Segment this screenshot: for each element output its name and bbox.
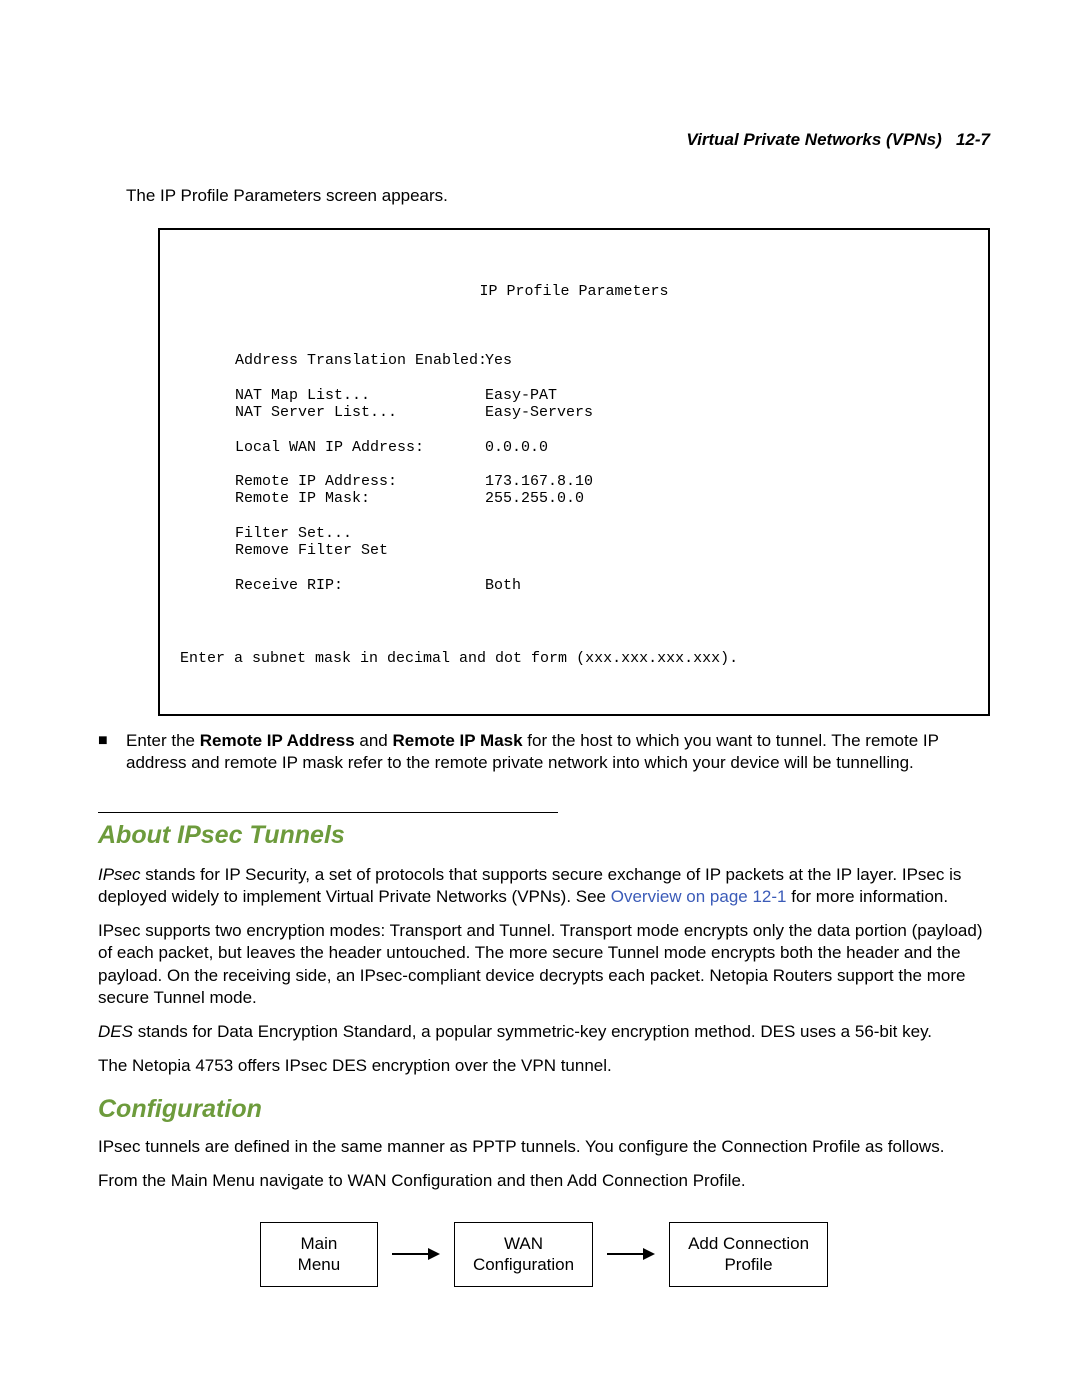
terminal-row: Address Translation Enabled:Yes: [180, 352, 968, 369]
terminal-row-value: Easy-PAT: [485, 387, 557, 404]
bullet-icon: ■: [98, 730, 126, 774]
about-p4: The Netopia 4753 offers IPsec DES encryp…: [98, 1055, 990, 1077]
terminal-row-value: Both: [485, 577, 521, 594]
flow-box1-l1: Main: [301, 1234, 338, 1253]
about-p2: IPsec supports two encryption modes: Tra…: [98, 920, 990, 1008]
terminal-blank-row: [180, 559, 968, 576]
terminal-row: NAT Server List...Easy-Servers: [180, 404, 968, 421]
config-p2: From the Main Menu navigate to WAN Confi…: [98, 1170, 990, 1192]
terminal-row-label: Address Translation Enabled:: [180, 352, 485, 369]
terminal-row-value: 255.255.0.0: [485, 490, 584, 507]
config-heading: Configuration: [98, 1095, 990, 1124]
ipsec-term: IPsec: [98, 865, 141, 884]
bullet-pre: Enter the: [126, 731, 200, 750]
bullet-bold2: Remote IP Mask: [392, 731, 522, 750]
arrow-icon: [392, 1248, 440, 1260]
bullet-mid1: and: [355, 731, 393, 750]
terminal-row: NAT Map List...Easy-PAT: [180, 387, 968, 404]
bullet-bold1: Remote IP Address: [200, 731, 355, 750]
terminal-screen: IP Profile Parameters Address Translatio…: [158, 228, 990, 716]
flow-box-wan-config: WAN Configuration: [454, 1222, 593, 1287]
terminal-row-label: NAT Map List...: [180, 387, 485, 404]
terminal-blank-row: [180, 456, 968, 473]
terminal-rows: Address Translation Enabled:Yes NAT Map …: [180, 352, 968, 594]
terminal-title: IP Profile Parameters: [180, 283, 968, 300]
terminal-row-label: Remote IP Mask:: [180, 490, 485, 507]
header-page-num: 12-7: [956, 130, 990, 149]
terminal-row-value: Yes: [485, 352, 512, 369]
flow-box3-l1: Add Connection: [688, 1234, 809, 1253]
header-title: Virtual Private Networks (VPNs): [686, 130, 941, 149]
flow-box1-l2: Menu: [298, 1255, 341, 1274]
about-p1: IPsec stands for IP Security, a set of p…: [98, 864, 990, 908]
terminal-row: Remove Filter Set: [180, 542, 968, 559]
terminal-blank-row: [180, 370, 968, 387]
terminal-blank-row: [180, 508, 968, 525]
terminal-row: Remote IP Mask:255.255.0.0: [180, 490, 968, 507]
config-p1: IPsec tunnels are defined in the same ma…: [98, 1136, 990, 1158]
page-header: Virtual Private Networks (VPNs) 12-7: [98, 130, 990, 150]
arrow-icon: [607, 1248, 655, 1260]
document-page: Virtual Private Networks (VPNs) 12-7 The…: [0, 0, 1080, 1397]
about-heading: About IPsec Tunnels: [98, 821, 990, 850]
intro-line: The IP Profile Parameters screen appears…: [98, 186, 990, 206]
navigation-flow: Main Menu WAN Configuration Add Connecti…: [98, 1222, 990, 1287]
terminal-blank-row: [180, 421, 968, 438]
terminal-row-label: Local WAN IP Address:: [180, 439, 485, 456]
flow-box-add-connection: Add Connection Profile: [669, 1222, 828, 1287]
terminal-row-value: 173.167.8.10: [485, 473, 593, 490]
flow-box-main-menu: Main Menu: [260, 1222, 378, 1287]
terminal-row-label: Remote IP Address:: [180, 473, 485, 490]
terminal-row-label: NAT Server List...: [180, 404, 485, 421]
terminal-row-label: Filter Set...: [180, 525, 485, 542]
flow-box2-l2: Configuration: [473, 1255, 574, 1274]
bullet-text: Enter the Remote IP Address and Remote I…: [126, 730, 990, 774]
overview-link[interactable]: Overview on page 12-1: [611, 887, 787, 906]
terminal-row: Remote IP Address:173.167.8.10: [180, 473, 968, 490]
about-p3-rest: stands for Data Encryption Standard, a p…: [133, 1022, 932, 1041]
flow-box2-l1: WAN: [504, 1234, 543, 1253]
section-divider: [98, 812, 558, 813]
about-p3: DES stands for Data Encryption Standard,…: [98, 1021, 990, 1043]
terminal-footer: Enter a subnet mask in decimal and dot f…: [180, 650, 968, 667]
terminal-row: Filter Set...: [180, 525, 968, 542]
terminal-row: Receive RIP:Both: [180, 577, 968, 594]
des-term: DES: [98, 1022, 133, 1041]
bullet-paragraph: ■ Enter the Remote IP Address and Remote…: [98, 730, 990, 774]
terminal-row-label: Remove Filter Set: [180, 542, 485, 559]
terminal-row-label: Receive RIP:: [180, 577, 485, 594]
about-p1-text2: for more information.: [787, 887, 949, 906]
terminal-row-value: 0.0.0.0: [485, 439, 548, 456]
flow-box3-l2: Profile: [724, 1255, 772, 1274]
terminal-row: Local WAN IP Address:0.0.0.0: [180, 439, 968, 456]
terminal-row-value: Easy-Servers: [485, 404, 593, 421]
